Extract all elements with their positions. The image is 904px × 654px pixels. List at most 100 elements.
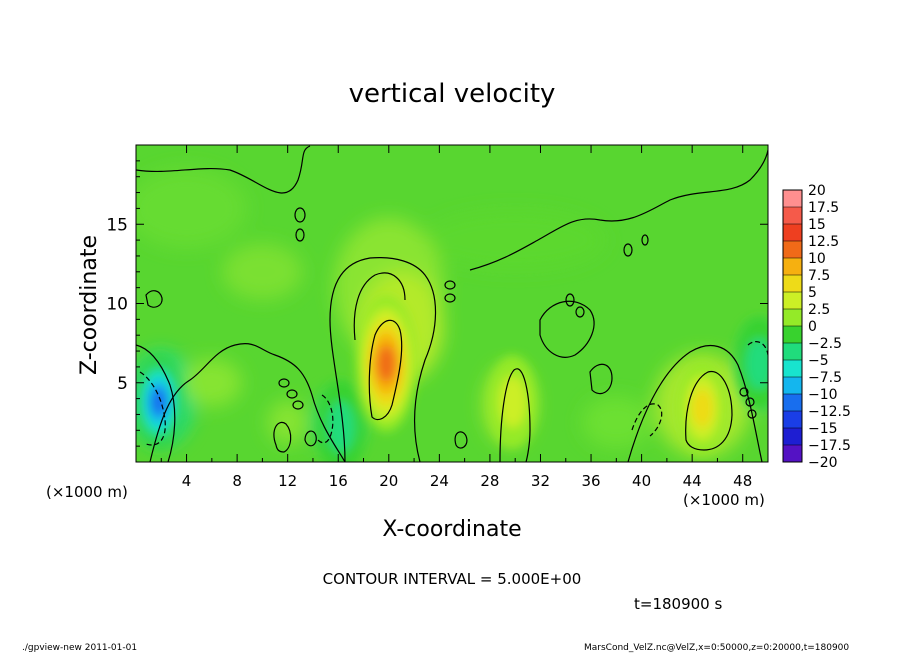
contour-island xyxy=(739,387,749,397)
y-axis: 5 10 15 xyxy=(106,160,768,447)
colorbar-label: −2.5 xyxy=(808,336,842,352)
contour-island xyxy=(294,207,306,223)
colorbar-label: 7.5 xyxy=(808,268,830,284)
colorbar-label: −7.5 xyxy=(808,370,842,386)
contour-island xyxy=(641,234,649,246)
plot-area xyxy=(136,145,768,462)
colorbar-label: −12.5 xyxy=(808,404,851,420)
colorbar-label: 10 xyxy=(808,251,826,267)
colorbar-label: 15 xyxy=(808,217,826,233)
contour-zero xyxy=(329,257,437,462)
contour-zero xyxy=(499,368,531,462)
downdraft-core xyxy=(745,337,768,390)
x-axis-unit-right: (×1000 m) xyxy=(683,491,765,509)
contour-minus5 xyxy=(631,403,663,437)
colorbar-segment xyxy=(783,394,802,412)
colorbar-label: 20 xyxy=(808,183,826,199)
contour-island xyxy=(444,293,456,303)
field-area xyxy=(181,358,242,407)
contour-minus5 xyxy=(747,341,768,356)
contour-zero xyxy=(304,430,317,447)
colorbar-segment xyxy=(783,241,802,259)
x-tick-label: 20 xyxy=(379,472,398,490)
colorbar-segment xyxy=(783,445,802,463)
y-axis-label: Z-coordinate xyxy=(77,235,102,375)
colorbar-label: −15 xyxy=(808,421,838,437)
colorbar-label: −10 xyxy=(808,387,838,403)
updraft-core xyxy=(691,388,713,428)
colorbar-segment xyxy=(783,275,802,293)
contour-island xyxy=(623,243,633,257)
contour-island xyxy=(575,306,585,318)
colorbar-segment xyxy=(783,343,802,361)
downdraft-core xyxy=(326,401,355,454)
colorbar-segment xyxy=(783,224,802,242)
x-tick-label: 36 xyxy=(581,472,600,490)
contour-island xyxy=(292,400,304,410)
contour-plus5 xyxy=(685,371,733,451)
x-tick-label: 16 xyxy=(329,472,348,490)
x-tick-label: 48 xyxy=(733,472,752,490)
contour-minus5 xyxy=(317,394,334,444)
contour-island xyxy=(444,280,456,290)
colorbar-label: 5 xyxy=(808,285,817,301)
y-tick-label: 15 xyxy=(106,215,128,235)
contour-zero xyxy=(539,300,595,358)
x-tick-label: 44 xyxy=(683,472,702,490)
colorbar-segment xyxy=(783,292,802,310)
colorbar-label: −20 xyxy=(808,455,838,471)
footer-right: MarsCond_VelZ.nc@VelZ,x=0:50000,z=0:2000… xyxy=(584,643,849,653)
colorbar-segment xyxy=(783,309,802,327)
contour-zero xyxy=(149,343,346,462)
colorbar: 2017.51512.5107.552.50−2.5−5−7.5−10−12.5… xyxy=(782,183,851,471)
field-area xyxy=(425,210,606,271)
x-axis: 4 8 12 16 20 24 28 32 36 40 44 48 xyxy=(160,145,752,490)
x-tick-label: 4 xyxy=(182,472,192,490)
updraft-core xyxy=(498,375,527,428)
contour-island xyxy=(747,409,757,419)
field-area xyxy=(136,168,247,249)
colorbar-segment xyxy=(783,428,802,446)
x-tick-label: 32 xyxy=(531,472,550,490)
contour-zero xyxy=(627,344,763,462)
chart-title: vertical velocity xyxy=(349,79,556,109)
contour-plus5 xyxy=(353,272,406,341)
colorbar-label: 0 xyxy=(808,319,817,335)
contour-zero xyxy=(136,344,176,462)
contour-zero xyxy=(589,363,613,395)
x-axis-unit-left: (×1000 m) xyxy=(46,483,128,501)
colorbar-segment xyxy=(783,326,802,344)
downdraft-core xyxy=(150,387,167,416)
colorbar-label: 12.5 xyxy=(808,234,839,250)
time-label: t=180900 s xyxy=(634,595,722,613)
field-area xyxy=(222,243,303,300)
x-axis-label: X-coordinate xyxy=(382,517,521,542)
colorbar-segment xyxy=(783,258,802,276)
y-tick-label: 5 xyxy=(117,374,128,394)
contour-island xyxy=(278,378,290,388)
colorbar-segment xyxy=(783,360,802,378)
contour-minus5 xyxy=(139,371,166,446)
field-area xyxy=(267,400,308,445)
contour-island xyxy=(295,228,305,242)
contour-island xyxy=(286,389,298,399)
contour-zero xyxy=(273,421,292,453)
contour-zero xyxy=(454,431,468,449)
colorbar-segment xyxy=(783,190,802,208)
contour-plus5 xyxy=(368,319,403,421)
contour-island xyxy=(745,397,755,407)
updraft-core xyxy=(377,345,396,383)
colorbar-label: 2.5 xyxy=(808,302,830,318)
colorbar-segment xyxy=(783,377,802,395)
x-tick-label: 24 xyxy=(430,472,449,490)
field-area xyxy=(582,396,651,449)
y-tick-label: 10 xyxy=(106,295,128,315)
x-tick-label: 8 xyxy=(232,472,242,490)
contour-zero xyxy=(145,290,163,308)
x-tick-label: 28 xyxy=(480,472,499,490)
colorbar-segment xyxy=(783,411,802,429)
footer-left: ./gpview-new 2011-01-01 xyxy=(22,643,137,653)
contour-zero xyxy=(469,149,768,271)
contour-interval-text: CONTOUR INTERVAL = 5.000E+00 xyxy=(323,570,582,588)
